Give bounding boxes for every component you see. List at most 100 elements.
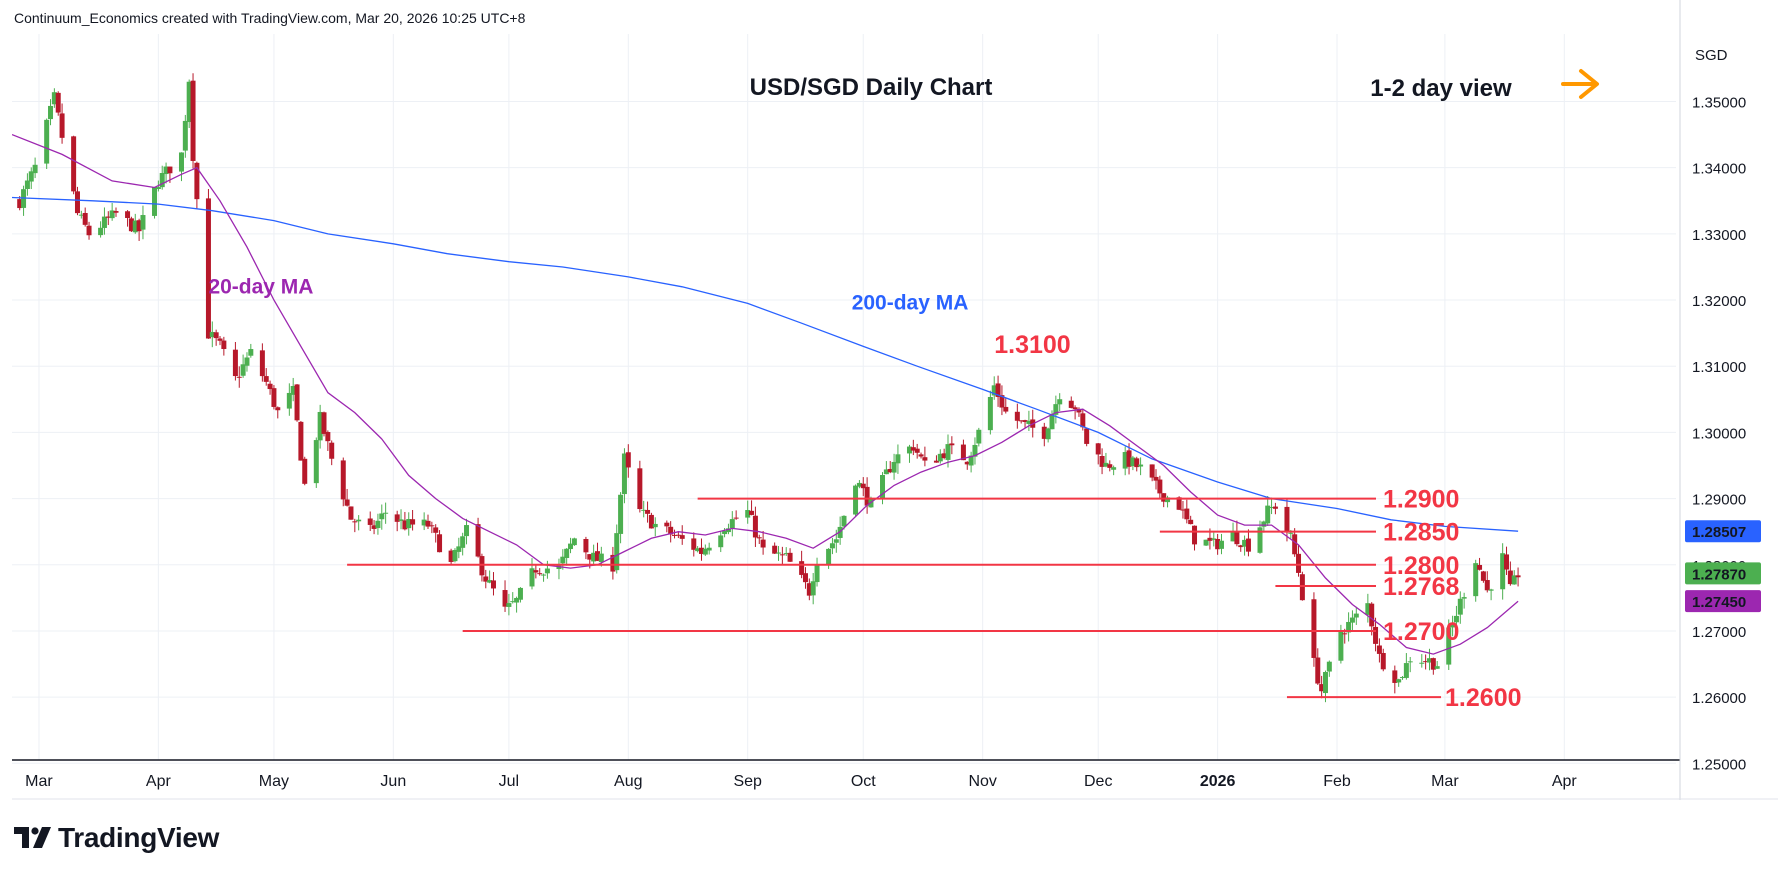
time-tick-label: Feb	[1323, 773, 1351, 790]
candle-body	[109, 210, 115, 219]
tradingview-logo[interactable]: TradingView	[14, 822, 219, 854]
candle-body	[664, 522, 670, 527]
candle-body	[1257, 527, 1263, 553]
candle-body	[74, 191, 80, 214]
candle-body	[564, 548, 570, 558]
candle-body	[1480, 571, 1486, 581]
candle-body	[1153, 476, 1159, 481]
peak-label: 1.3100	[994, 331, 1070, 359]
candle-body	[356, 519, 362, 522]
candle-body	[425, 520, 431, 527]
candle-body	[1211, 538, 1217, 540]
candle-body	[722, 530, 728, 535]
candle-body	[960, 444, 966, 461]
candle-body	[105, 216, 111, 218]
candle-body	[1134, 458, 1140, 468]
candle-body	[267, 383, 273, 390]
candle-body	[448, 550, 454, 562]
candle-body	[833, 539, 839, 543]
candle-body	[533, 570, 539, 573]
candle-body	[625, 452, 631, 468]
plot-area	[12, 73, 1521, 703]
candle-body	[213, 332, 219, 339]
candle-body	[298, 421, 304, 461]
candle-body	[937, 453, 943, 462]
candle-body	[906, 446, 912, 454]
level-label: 1.2850	[1383, 519, 1459, 547]
price-badge-label: 1.28507	[1692, 524, 1746, 541]
candle-body	[1203, 539, 1209, 546]
ma200-line	[12, 196, 1519, 532]
candle-body	[1122, 452, 1128, 469]
candle-body	[59, 113, 65, 138]
ma-label: 20-day MA	[208, 275, 313, 298]
candle-body	[1018, 420, 1024, 422]
candle-body	[1126, 450, 1132, 467]
candle-body	[1373, 626, 1379, 644]
price-axis: SGD 1.35000 1.34000 1.33000 1.32000 1.31000 1.…	[1685, 47, 1761, 773]
candle-body	[302, 458, 308, 484]
candle-body	[1230, 531, 1236, 542]
candle-body	[1288, 532, 1294, 534]
candle-body	[1238, 545, 1244, 548]
candle-body	[294, 384, 300, 421]
candle-body	[1477, 564, 1483, 570]
candle-body	[729, 519, 735, 529]
price-tick-label: 1.32000	[1692, 293, 1746, 310]
candle-body	[32, 164, 38, 174]
price-tick-label: 1.31000	[1692, 359, 1746, 376]
time-tick-label: Jun	[380, 773, 406, 790]
candle-body	[329, 442, 335, 459]
candle-body	[999, 395, 1005, 408]
candle-body	[787, 552, 793, 562]
candle-body	[1272, 506, 1278, 509]
candle-body	[1423, 661, 1429, 663]
time-tick-label: Oct	[851, 773, 876, 790]
candle-body	[71, 136, 77, 192]
candle-body	[51, 92, 57, 105]
ma20-line	[12, 133, 1519, 655]
candle-body	[456, 546, 462, 552]
candle-body	[648, 514, 654, 529]
candle-body	[402, 520, 408, 530]
candle-body	[1511, 575, 1517, 585]
tradingview-logo-icon	[14, 827, 51, 848]
candle-body	[136, 220, 142, 232]
candle-body	[1157, 479, 1163, 494]
candle-body	[802, 573, 808, 583]
level-label: 1.2700	[1383, 618, 1459, 646]
candle-body	[995, 383, 1001, 397]
candle-body	[1192, 525, 1198, 545]
candle-body	[1450, 623, 1456, 628]
candle-body	[1380, 652, 1386, 670]
candle-body	[672, 534, 678, 536]
candle-body	[344, 499, 350, 506]
candle-body	[263, 376, 269, 382]
candle-body	[598, 553, 604, 563]
candle-body	[78, 214, 84, 216]
candle-body	[1103, 462, 1109, 467]
candle-body	[1068, 400, 1074, 408]
candle-body	[248, 349, 254, 356]
candle-body	[128, 218, 134, 232]
candle-body	[1099, 455, 1105, 467]
candle-body	[1161, 493, 1167, 502]
candle-body	[325, 432, 331, 442]
candle-body	[1500, 553, 1506, 590]
candle-body	[1003, 406, 1009, 412]
candle-body	[1095, 443, 1101, 455]
candle-body	[464, 525, 470, 537]
candle-body	[1299, 574, 1305, 601]
candle-body	[675, 534, 681, 536]
candle-body	[610, 554, 616, 572]
time-tick-label: Sep	[733, 773, 762, 790]
candle-body	[1453, 615, 1459, 623]
candle-body	[806, 583, 812, 596]
candle-body	[487, 580, 493, 583]
price-badge	[1685, 562, 1761, 585]
candle-body	[1026, 420, 1032, 424]
candle-body	[1057, 399, 1063, 405]
time-tick-label: Jul	[499, 773, 519, 790]
candle-body	[1245, 538, 1251, 552]
